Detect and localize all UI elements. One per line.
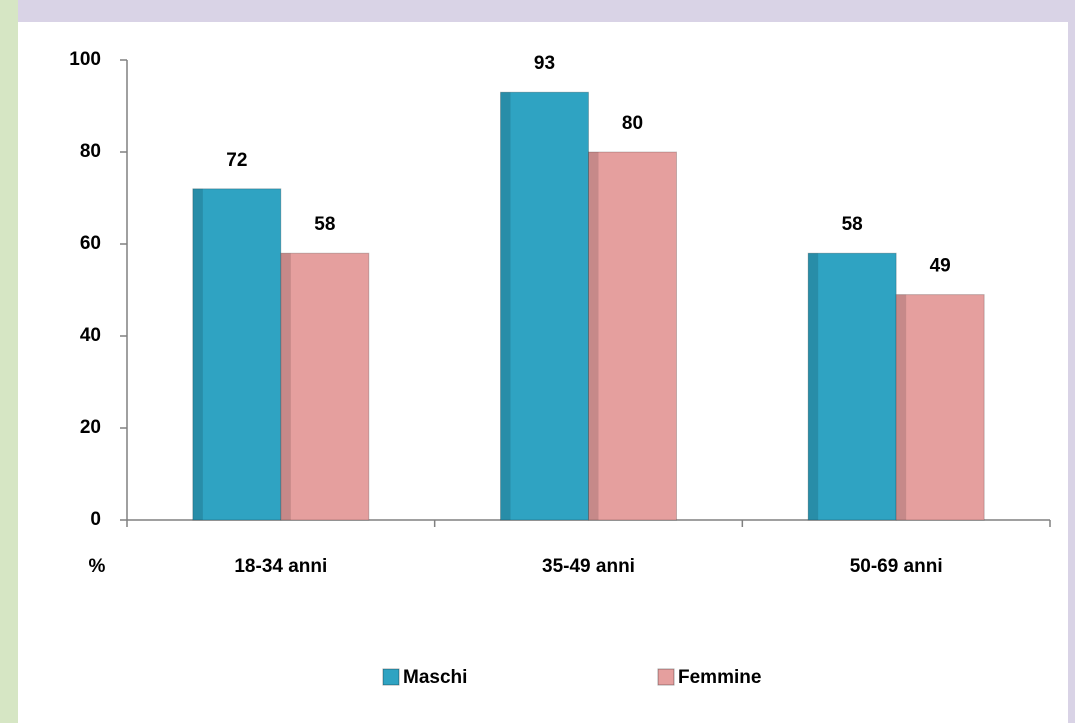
value-label: 49 [930,256,951,277]
bar [500,91,589,521]
bar [895,294,985,521]
side-strip [0,0,18,723]
bar-shade [280,253,291,520]
bar-shade [500,92,511,520]
y-tick-label: 0 [90,509,101,530]
legend-swatch [657,668,675,686]
bar [807,252,897,521]
bar [280,252,370,521]
y-tick-label: 20 [80,417,101,438]
x-tick-label: 35-49 anni [542,556,635,577]
value-label: 93 [534,53,555,74]
value-label: 58 [314,214,335,235]
value-label: 72 [226,150,247,171]
y-tick-label: 80 [80,141,101,162]
legend-label: Femmine [678,667,761,688]
value-label: 58 [842,214,863,235]
bar [192,188,282,521]
bar-shade [588,152,599,520]
x-tick-label: 50-69 anni [850,556,943,577]
bar [588,151,677,521]
y-tick-label: 100 [69,49,101,70]
value-label: 80 [622,113,643,134]
bar-shade [808,253,819,520]
bar-shade [896,294,907,520]
x-tick-label: 18-34 anni [234,556,327,577]
y-tick-label: 40 [80,325,101,346]
y-tick-label: 60 [80,233,101,254]
legend-label: Maschi [403,667,467,688]
legend-swatch [382,668,400,686]
y-axis-label: % [89,556,106,577]
bar-shade [192,188,203,521]
